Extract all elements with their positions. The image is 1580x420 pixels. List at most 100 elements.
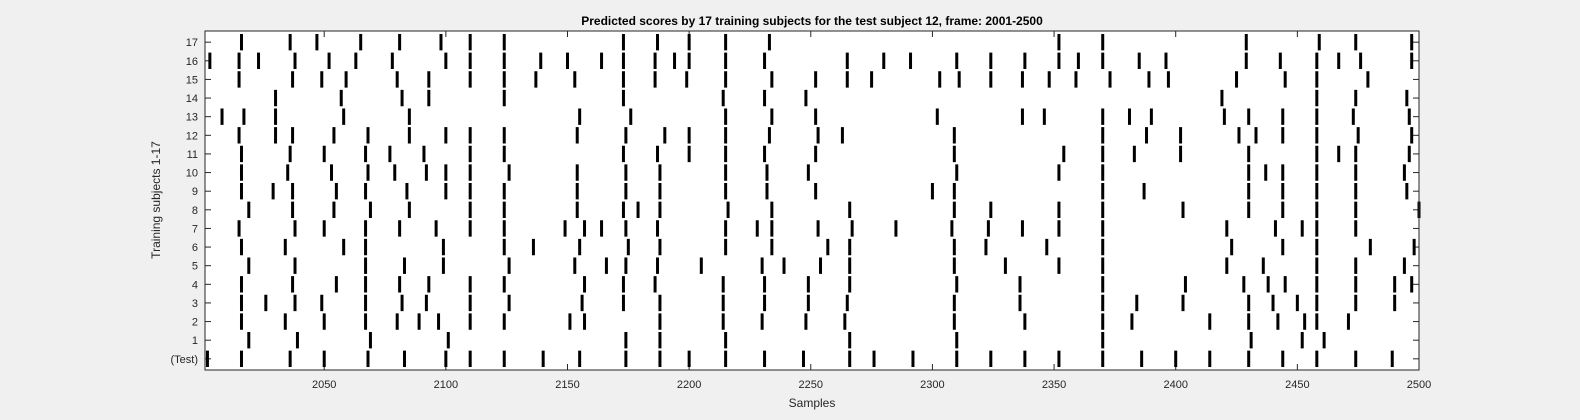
event-marker [688, 146, 691, 162]
event-marker [469, 351, 472, 367]
event-marker [848, 276, 851, 292]
event-marker [583, 220, 586, 236]
event-marker [508, 164, 511, 180]
event-marker [1279, 53, 1282, 69]
event-marker [542, 351, 545, 367]
event-marker [425, 164, 428, 180]
event-marker [1281, 108, 1284, 124]
event-marker [1315, 183, 1318, 199]
event-marker [581, 295, 584, 311]
event-marker [637, 202, 640, 218]
y-tick-label: 17 [186, 37, 198, 49]
event-marker [1315, 71, 1318, 87]
event-marker [437, 313, 440, 329]
event-marker [369, 202, 372, 218]
event-marker [1045, 239, 1048, 255]
event-marker [564, 220, 567, 236]
event-marker [1369, 239, 1372, 255]
event-marker [1208, 351, 1211, 367]
event-marker [622, 276, 625, 292]
y-tick-label: (Test) [171, 354, 199, 366]
event-marker [1247, 295, 1250, 311]
event-marker [846, 71, 849, 87]
event-marker [578, 239, 581, 255]
event-marker [955, 332, 958, 348]
event-marker [622, 71, 625, 87]
event-marker [989, 351, 992, 367]
event-marker [294, 295, 297, 311]
event-marker [401, 90, 404, 106]
event-marker [1337, 146, 1340, 162]
event-marker [444, 127, 447, 143]
event-marker [1074, 71, 1077, 87]
event-marker [469, 71, 472, 87]
x-tick-label: 2200 [677, 379, 701, 391]
event-marker [206, 351, 209, 367]
event-marker [408, 202, 411, 218]
event-marker [578, 351, 581, 367]
event-marker [1057, 220, 1060, 236]
event-marker [1393, 295, 1396, 311]
event-marker [335, 183, 338, 199]
event-marker [656, 34, 659, 50]
event-marker [873, 351, 876, 367]
event-marker [724, 108, 727, 124]
event-marker [1354, 257, 1357, 273]
event-marker [1130, 313, 1133, 329]
event-marker [294, 257, 297, 273]
event-marker [624, 351, 627, 367]
event-marker [240, 295, 243, 311]
event-marker [1359, 53, 1362, 69]
event-marker [247, 257, 250, 273]
event-marker [688, 53, 691, 69]
event-marker [722, 295, 725, 311]
event-marker [989, 71, 992, 87]
event-marker [1405, 90, 1408, 106]
event-marker [1347, 313, 1350, 329]
event-marker [1315, 53, 1318, 69]
event-marker [1174, 351, 1177, 367]
event-marker [768, 34, 771, 50]
event-marker [1245, 53, 1248, 69]
event-marker [442, 239, 445, 255]
event-marker [1057, 351, 1060, 367]
event-marker [1410, 53, 1413, 69]
event-marker [1101, 34, 1104, 50]
event-marker [240, 34, 243, 50]
event-marker [1101, 127, 1104, 143]
event-marker [427, 276, 430, 292]
event-marker [532, 239, 535, 255]
event-marker [1208, 313, 1211, 329]
event-marker [984, 239, 987, 255]
event-marker [247, 202, 250, 218]
event-marker [364, 276, 367, 292]
event-marker [654, 276, 657, 292]
event-marker [770, 220, 773, 236]
event-marker [332, 127, 335, 143]
x-tick-label: 2500 [1407, 379, 1431, 391]
event-marker [240, 351, 243, 367]
event-marker [685, 71, 688, 87]
event-marker [503, 220, 506, 236]
event-marker [1354, 276, 1357, 292]
y-tick-label: 11 [187, 149, 198, 161]
event-marker [539, 53, 542, 69]
event-marker [1143, 183, 1146, 199]
event-marker [688, 351, 691, 367]
event-marker [622, 90, 625, 106]
event-marker [724, 332, 727, 348]
event-marker [408, 108, 411, 124]
event-marker [503, 351, 506, 367]
event-marker [955, 351, 958, 367]
y-tick-label: 9 [192, 186, 198, 198]
event-marker [503, 313, 506, 329]
event-marker [1048, 71, 1051, 87]
event-marker [1242, 276, 1245, 292]
y-tick-label: 4 [192, 279, 198, 291]
event-marker [396, 313, 399, 329]
event-marker [770, 239, 773, 255]
y-tick-label: 5 [192, 261, 198, 273]
event-marker [1167, 71, 1170, 87]
event-marker [1225, 220, 1228, 236]
event-marker [444, 183, 447, 199]
